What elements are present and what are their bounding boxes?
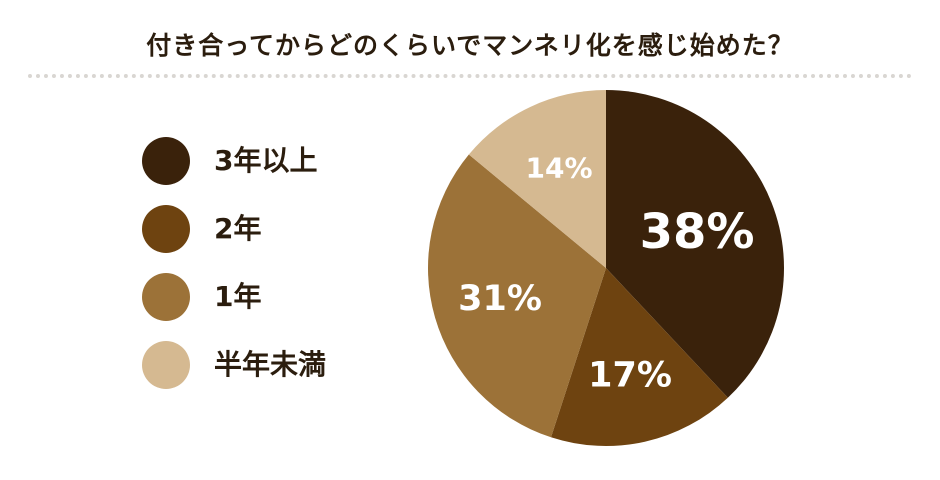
chart-title: 付き合ってからどのくらいでマンネリ化を感じ始めた？: [146, 31, 794, 60]
pie-slice-under-half-year: [468, 90, 606, 268]
legend-swatch: [142, 205, 190, 253]
pie-slice-3-years-plus: [606, 90, 785, 398]
pie-slice-label-2-years: 17%: [588, 356, 672, 396]
legend-label: 半年未満: [214, 348, 327, 381]
pie-slice-label-under-half-year: 14%: [525, 152, 592, 185]
legend-item-3-years-plus: 3年以上: [142, 137, 382, 185]
legend-item-2-years: 2年: [142, 205, 382, 253]
legend-item-under-half-year: 半年未満: [142, 341, 382, 389]
pie-slice-2-years: [550, 268, 728, 446]
legend-swatch: [142, 273, 190, 321]
title-divider: [28, 74, 912, 78]
legend-label: 3年以上: [214, 144, 318, 177]
legend-swatch: [142, 341, 190, 389]
pie-slices: [428, 90, 785, 446]
legend: 3年以上 2年 1年 半年未満: [142, 137, 382, 409]
legend-label: 2年: [214, 212, 262, 245]
pie-slice-label-1-year: 31%: [458, 279, 542, 319]
legend-swatch: [142, 137, 190, 185]
pie-slice-label-3-years-plus: 38%: [640, 204, 755, 260]
pie-slice-1-year: [428, 154, 606, 438]
legend-label: 1年: [214, 280, 262, 313]
pie-slice-labels: 38% 17% 31% 14%: [458, 152, 754, 396]
legend-item-1-year: 1年: [142, 273, 382, 321]
